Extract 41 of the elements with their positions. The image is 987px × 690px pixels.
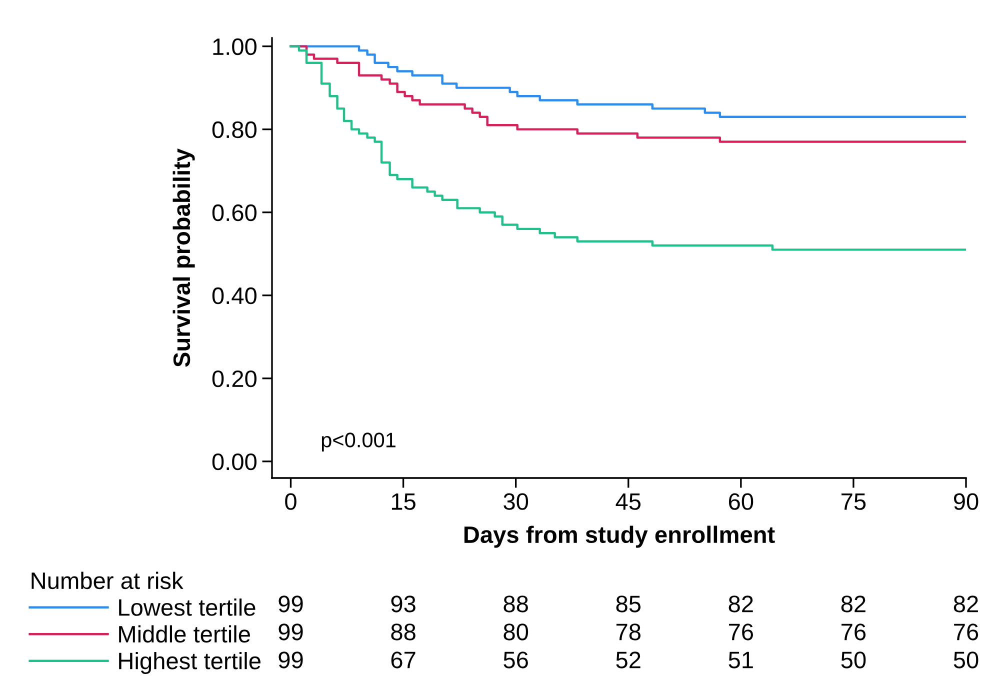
text: 99 xyxy=(278,596,303,612)
text: 50 xyxy=(954,652,978,668)
text: 82 xyxy=(954,596,978,612)
y-tick-label: 1.00 xyxy=(213,38,256,56)
x-tick-label: 60 xyxy=(728,493,754,510)
text: 93 xyxy=(391,596,416,612)
y-tick-label: 0.60 xyxy=(212,204,256,222)
legend-title: Number at risk xyxy=(32,572,184,590)
text: 85 xyxy=(616,596,641,612)
legend-label: Highest tertile xyxy=(119,652,260,674)
text: 51 xyxy=(728,652,753,668)
text: 56 xyxy=(504,652,528,668)
text: 76 xyxy=(954,624,978,640)
text: 76 xyxy=(729,624,754,640)
text: 88 xyxy=(391,624,416,640)
legend-label: Lowest tertile xyxy=(119,598,256,616)
x-tick-label: 0 xyxy=(285,493,296,510)
y-tick-label: 0.80 xyxy=(212,121,256,138)
text: 80 xyxy=(504,624,528,640)
text: 78 xyxy=(616,624,640,640)
x-tick-label: 45 xyxy=(616,493,641,510)
x-axis-title: Days from study enrollment xyxy=(464,526,775,548)
text: 50 xyxy=(841,652,866,668)
y-axis-title: Survival probability xyxy=(172,148,195,367)
y-tick-label: 0.20 xyxy=(212,370,256,388)
text: 99 xyxy=(278,652,303,668)
x-tick-label: 30 xyxy=(504,493,528,510)
text: 82 xyxy=(841,596,866,612)
annotation: p<0.001 xyxy=(322,432,396,452)
text: 99 xyxy=(278,624,303,640)
x-tick-label: 15 xyxy=(392,493,416,510)
x-tick-label: 90 xyxy=(954,493,978,510)
text: 76 xyxy=(842,624,866,640)
text: 88 xyxy=(504,596,528,612)
y-tick-label: 0.40 xyxy=(212,287,256,304)
y-tick-label: 0.00 xyxy=(212,453,256,470)
text: 67 xyxy=(391,652,416,668)
text: 82 xyxy=(728,596,753,612)
legend-label: Middle tertile xyxy=(119,625,250,643)
text: 52 xyxy=(616,652,640,668)
x-tick-label: 75 xyxy=(842,493,866,510)
